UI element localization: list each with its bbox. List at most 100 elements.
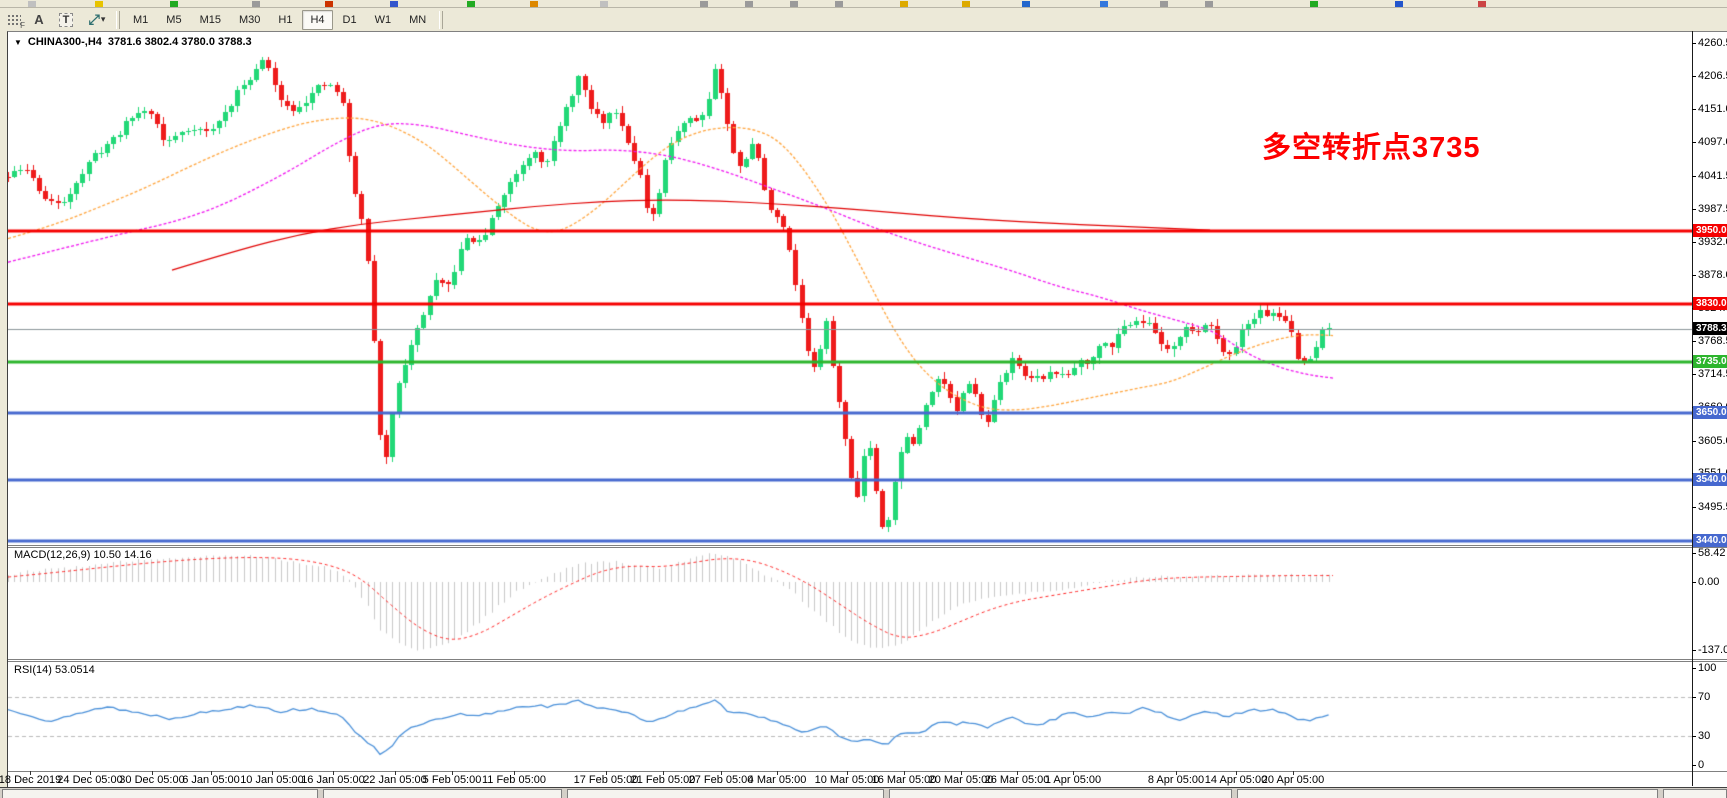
price-badge-3735-0: 3735.0 [1693, 355, 1727, 368]
axis-tick [1692, 176, 1696, 177]
date-axis-label: 17 Feb 05:00 [573, 774, 639, 786]
rsi-indicator-label: RSI(14) 53.0514 [14, 664, 95, 676]
date-axis-label: 30 Dec 05:00 [119, 774, 185, 786]
date-axis-label: 27 Feb 05:00 [688, 774, 754, 786]
date-axis-label: 10 Jan 05:00 [240, 774, 304, 786]
date-tick [663, 771, 664, 775]
dotted-grid-icon[interactable]: F [3, 11, 25, 30]
date-tick [1073, 771, 1074, 775]
macd-axis-label: -137.09 [1698, 644, 1727, 656]
timeframe-button-d1[interactable]: D1 [342, 13, 357, 26]
date-axis-label: 21 Feb 05:00 [630, 774, 696, 786]
toolbar-icon-fragment [900, 1, 908, 7]
chart-dropdown-icon[interactable]: ▼ [14, 37, 22, 47]
timeframe-button-mn[interactable]: MN [409, 13, 427, 26]
date-tick [1176, 771, 1177, 775]
timeframe-button-h4[interactable]: H4 [302, 9, 333, 30]
price-axis-label: 4260.5 [1698, 37, 1727, 49]
toolbar-icon-fragment [1478, 1, 1486, 7]
price-axis-label: 4041.5 [1698, 170, 1727, 182]
toolbar-icon-fragment [530, 1, 538, 7]
toolbar-separator [116, 10, 120, 29]
panel-separator[interactable] [8, 659, 1727, 662]
toolbar-icon-fragment [252, 1, 260, 7]
axis-tick [1692, 43, 1696, 44]
date-axis-label: 6 Jan 05:00 [182, 774, 240, 786]
price-axis-label: 3932.0 [1698, 236, 1727, 248]
date-tick [904, 771, 905, 775]
date-axis-label: 20 Mar 05:00 [928, 774, 994, 786]
date-tick [961, 771, 962, 775]
date-axis-label: 1 Apr 05:00 [1044, 774, 1102, 786]
date-tick [1017, 771, 1018, 775]
date-tick [1236, 771, 1237, 775]
chart-symbol-period: CHINA300-,H4 [27, 36, 102, 48]
axis-tick [1692, 553, 1696, 554]
text-label-icon[interactable]: T [53, 11, 79, 29]
date-tick [272, 771, 273, 775]
background-window-edge [323, 789, 562, 798]
annotation-text: 多空转折点3735 [1262, 132, 1481, 164]
toolbar-separator [439, 10, 444, 29]
timeframe-button-w1[interactable]: W1 [374, 13, 392, 26]
price-badge-3950-0: 3950.0 [1693, 224, 1727, 237]
macd-panel-canvas[interactable] [8, 548, 1692, 659]
date-tick [90, 771, 91, 775]
toolbar-icon-fragment [325, 1, 333, 7]
price-axis-label: 3768.5 [1698, 335, 1727, 347]
text-label-glyph: T [58, 12, 74, 27]
date-tick [152, 771, 153, 775]
macd-axis-label: 58.42 [1698, 547, 1726, 559]
date-tick [514, 771, 515, 775]
font-a-icon[interactable]: A [28, 11, 50, 29]
panel-separator[interactable] [8, 545, 1727, 548]
date-tick [333, 771, 334, 775]
date-tick [777, 771, 778, 775]
rsi-axis-label: 100 [1698, 662, 1717, 674]
background-window-edge [2, 789, 318, 798]
timeframe-button-m30[interactable]: M30 [238, 13, 261, 26]
toolbar-icon-fragment [1022, 1, 1030, 7]
price-badge-3540-0: 3540.0 [1693, 473, 1727, 486]
toolbar-icon-fragment [700, 1, 708, 7]
date-axis-label: 20 Apr 05:00 [1261, 774, 1325, 786]
timeframe-button-h1[interactable]: H1 [278, 13, 293, 26]
date-axis-label: 10 Mar 05:00 [814, 774, 880, 786]
axis-tick [1692, 441, 1696, 442]
axis-tick [1692, 275, 1696, 276]
date-tick [721, 771, 722, 775]
axis-tick [1692, 142, 1696, 143]
rsi-axis-label: 70 [1698, 691, 1711, 703]
toolbar-icon-fragment [390, 1, 398, 7]
date-axis-label: 22 Jan 05:00 [363, 774, 427, 786]
toolbar-icon-fragment [790, 1, 798, 7]
toolbar-icon-fragment [1310, 1, 1318, 7]
rsi-panel-canvas[interactable] [8, 662, 1692, 771]
price-badge-3788-3: 3788.3 [1693, 322, 1727, 335]
toolbar-icon-fragment [745, 1, 753, 7]
toolbar-icon-fragment [467, 1, 475, 7]
chart-title: ▼ CHINA300-,H4 3781.6 3802.4 3780.0 3788… [14, 36, 252, 48]
dropdown-caret-icon[interactable]: ▾ [100, 14, 106, 24]
axis-tick [1692, 736, 1696, 737]
date-axis-label: 24 Dec 05:00 [57, 774, 123, 786]
toolbar-icon-fragment [1205, 1, 1213, 7]
date-tick [452, 771, 453, 775]
main-chart-canvas[interactable] [8, 33, 1692, 545]
price-badge-3440-0: 3440.0 [1693, 534, 1727, 547]
toolbar-icon-fragment [600, 1, 608, 7]
timeframe-button-m1[interactable]: M1 [133, 13, 149, 26]
date-axis-label: 26 Mar 05:00 [984, 774, 1050, 786]
background-window-edge [889, 789, 1232, 798]
background-window-edge [567, 789, 884, 798]
timeframe-button-m15[interactable]: M15 [199, 13, 221, 26]
price-axis-label: 4097.0 [1698, 136, 1727, 148]
cursor-tools-icon[interactable]: ⤢ ▾ [82, 11, 112, 29]
date-axis-label: 18 Dec 2019 [0, 774, 62, 786]
price-axis-label: 3878.0 [1698, 269, 1727, 281]
axis-tick [1692, 242, 1696, 243]
timeframe-button-m5[interactable]: M5 [166, 13, 182, 26]
rsi-axis-label: 0 [1698, 759, 1705, 771]
toolbar-icon-fragment [170, 1, 178, 7]
